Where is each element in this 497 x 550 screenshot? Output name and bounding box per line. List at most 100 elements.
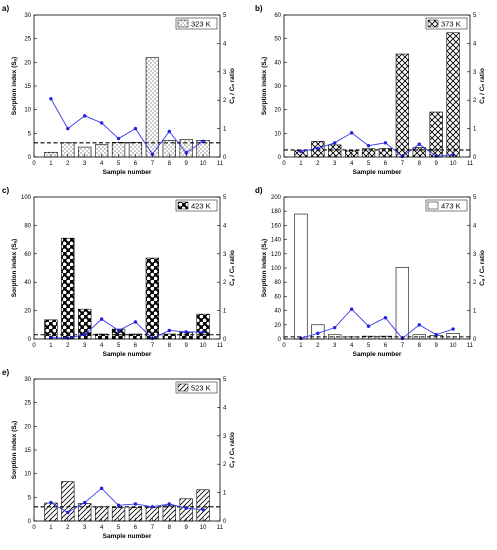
y-tick-label: 15: [24, 448, 31, 454]
ratio-series-line: [300, 308, 454, 340]
x-tick-label: 6: [134, 161, 138, 167]
y-tick-label: 0: [28, 519, 32, 525]
legend-label: 473 K: [441, 202, 461, 211]
bar: [145, 57, 160, 158]
y2-tick-label: 1: [223, 491, 227, 497]
bar: [395, 266, 410, 340]
y-tick-label: 15: [24, 84, 31, 90]
x-tick-label: 1: [299, 161, 303, 167]
y-tick-label: 25: [24, 37, 31, 43]
x-tick-label: 9: [435, 161, 439, 167]
y-tick-label: 5: [28, 131, 32, 137]
panel-label: c): [2, 186, 9, 195]
x-tick-label: 9: [185, 161, 189, 167]
legend-box: [425, 17, 468, 30]
plot-area: 0 1 2 3 4 5 6 7 8 9 10 1102040608010012014016018020…: [271, 195, 477, 349]
y-tick-label: 40: [24, 280, 31, 286]
x-tick-label: 2: [316, 343, 320, 349]
y2-tick-label: 2: [473, 98, 477, 104]
x-tick-label: 3: [333, 343, 337, 349]
x-tick-label: 0: [282, 343, 286, 349]
x-tick-label: 2: [66, 525, 70, 531]
y2-tick-label: 5: [223, 13, 227, 19]
ratio-point: [316, 331, 320, 336]
ratio-point: [201, 139, 205, 144]
y2-axis-label: Cₐ / Cₙ ratio: [229, 68, 236, 104]
ratio-point: [49, 500, 53, 505]
x-tick-label: 8: [418, 161, 422, 167]
x-tick-label: 4: [100, 161, 104, 167]
ratio-point: [49, 97, 53, 101]
y2-tick-label: 1: [473, 127, 477, 133]
ratio-point: [99, 317, 104, 321]
y2-tick-label: 5: [223, 377, 227, 383]
x-tick-label: 6: [384, 343, 388, 349]
ratio-point: [167, 129, 171, 134]
y2-tick-label: 3: [223, 252, 227, 258]
x-tick-label: 6: [384, 161, 388, 167]
x-tick-label: 5: [367, 161, 371, 167]
y2-axis-label: Cₐ / Cₙ ratio: [479, 250, 486, 286]
y2-tick-label: 2: [223, 280, 227, 286]
ratio-point: [184, 506, 188, 510]
x-tick-label: 0: [282, 161, 286, 167]
legend-box: [175, 17, 218, 30]
ratio-point: [299, 149, 303, 154]
y-tick-label: 50: [274, 37, 281, 43]
x-tick-label: 7: [401, 343, 405, 349]
y2-tick-label: 0: [223, 337, 227, 343]
y2-tick-label: 3: [473, 70, 477, 76]
ratio-point: [133, 320, 138, 324]
x-tick-label: 3: [83, 343, 87, 349]
ratio-series-line: [50, 318, 204, 339]
ratio-point: [383, 316, 388, 320]
plot-frame: [33, 196, 221, 340]
y-tick-label: 5: [28, 495, 32, 501]
bar: [196, 489, 210, 522]
y-tick-label: 60: [274, 294, 281, 300]
bar: [446, 32, 460, 158]
x-tick-label: 6: [134, 343, 138, 349]
ratio-point: [83, 500, 87, 505]
x-tick-label: 10: [200, 343, 207, 349]
y-tick-label: 100: [21, 195, 32, 201]
y-tick-label: 20: [274, 323, 281, 329]
y-axis-label: Sorption index (Sₐ): [261, 239, 268, 297]
x-tick-label: 3: [333, 161, 337, 167]
legend-label: 373 K: [441, 20, 461, 29]
panel-label: a): [2, 4, 9, 13]
ratio-point: [366, 143, 371, 148]
x-tick-label: 4: [350, 161, 354, 167]
x-tick-label: 0: [32, 343, 36, 349]
y2-tick-label: 5: [473, 13, 477, 19]
y2-tick-label: 4: [223, 223, 227, 229]
y2-tick-label: 4: [223, 41, 227, 47]
x-tick-label: 7: [151, 161, 155, 167]
legend-swatch: [177, 19, 189, 28]
x-tick-label: 6: [134, 525, 138, 531]
ratio-series-line: [50, 98, 204, 155]
y2-tick-label: 4: [473, 41, 477, 47]
y-tick-label: 140: [271, 238, 282, 244]
panel-label: e): [2, 368, 9, 377]
y-tick-label: 160: [271, 223, 282, 229]
y-tick-label: 120: [271, 252, 282, 258]
y2-axis-label: Cₐ / Cₙ ratio: [229, 432, 236, 468]
ratio-point: [66, 126, 70, 131]
y2-tick-label: 3: [223, 70, 227, 76]
x-tick-label: 10: [200, 161, 207, 167]
x-tick-label: 4: [100, 343, 104, 349]
y2-tick-label: 3: [473, 252, 477, 258]
ratio-series-line: [300, 132, 454, 157]
x-tick-label: 11: [467, 343, 474, 349]
ratio-point: [133, 502, 138, 506]
x-tick-label: 8: [168, 343, 172, 349]
ratio-point: [201, 507, 205, 512]
panel-label: d): [255, 186, 263, 195]
ratio-point: [99, 121, 104, 125]
ratio-point: [201, 330, 205, 334]
y-tick-label: 40: [274, 309, 281, 315]
